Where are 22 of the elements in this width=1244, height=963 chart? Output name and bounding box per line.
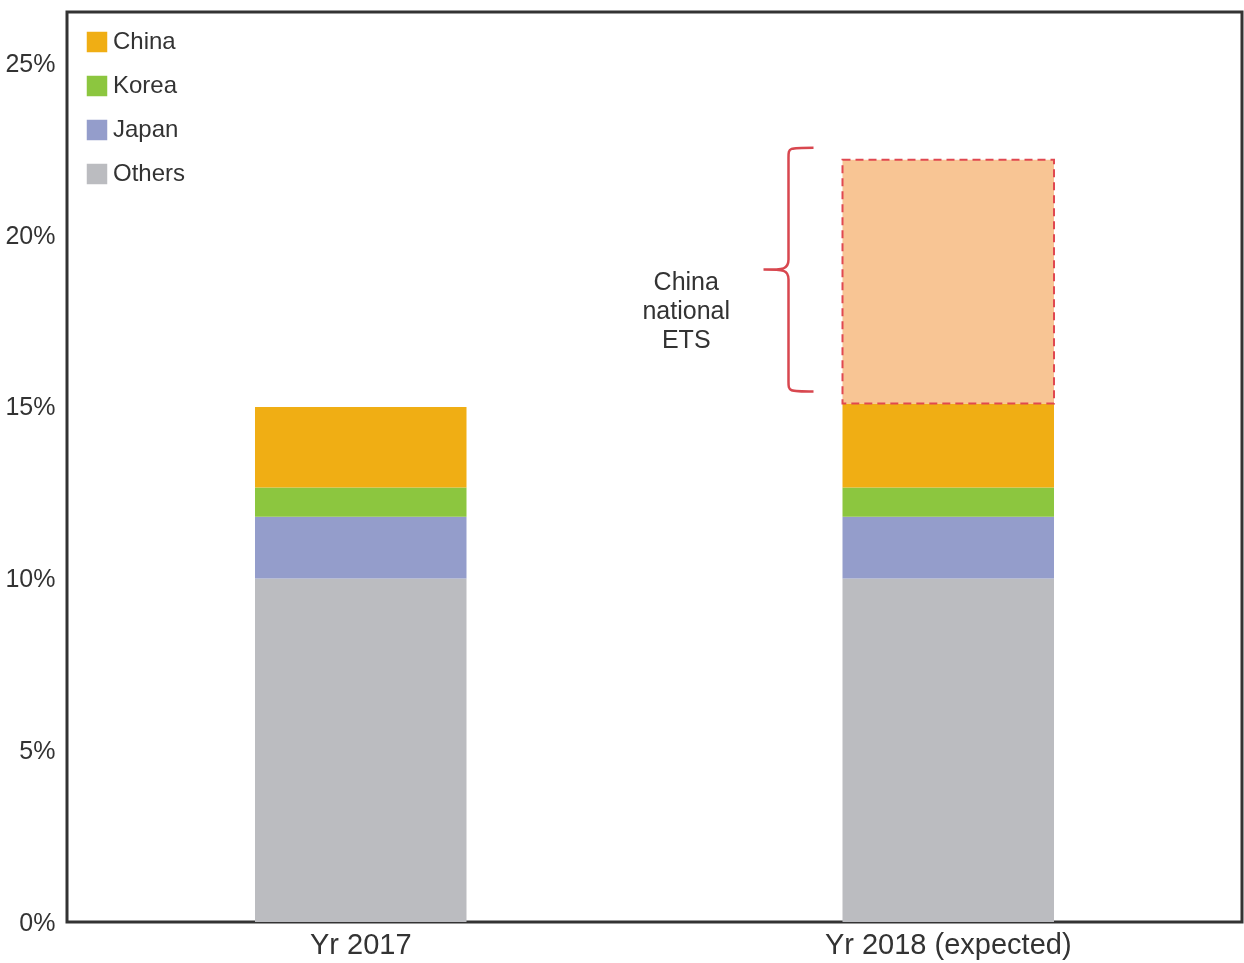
annotation: China national ETS xyxy=(642,266,731,353)
y-tick-label: 10% xyxy=(5,564,56,593)
legend-label: China xyxy=(113,27,177,54)
x-tick-label: Yr 2018 (expected) xyxy=(824,927,1072,960)
legend-label: Korea xyxy=(113,71,178,98)
legend-label: Others xyxy=(113,159,186,186)
y-tick-label: 0% xyxy=(19,907,56,936)
bar xyxy=(842,403,1054,488)
bar xyxy=(255,406,467,488)
bar xyxy=(255,578,467,922)
bar xyxy=(255,516,467,579)
x-tick-label: Yr 2017 xyxy=(309,927,412,960)
y-tick-label: 5% xyxy=(19,735,56,764)
bar xyxy=(842,487,1054,517)
y-tick-label: 15% xyxy=(5,392,56,421)
bar xyxy=(841,158,1055,405)
y-tick-label: 25% xyxy=(5,49,56,78)
y-tick-label: 20% xyxy=(5,220,56,249)
bar xyxy=(842,578,1054,922)
bar xyxy=(842,516,1054,579)
legend-label: Japan xyxy=(113,115,179,142)
bar xyxy=(255,487,467,517)
